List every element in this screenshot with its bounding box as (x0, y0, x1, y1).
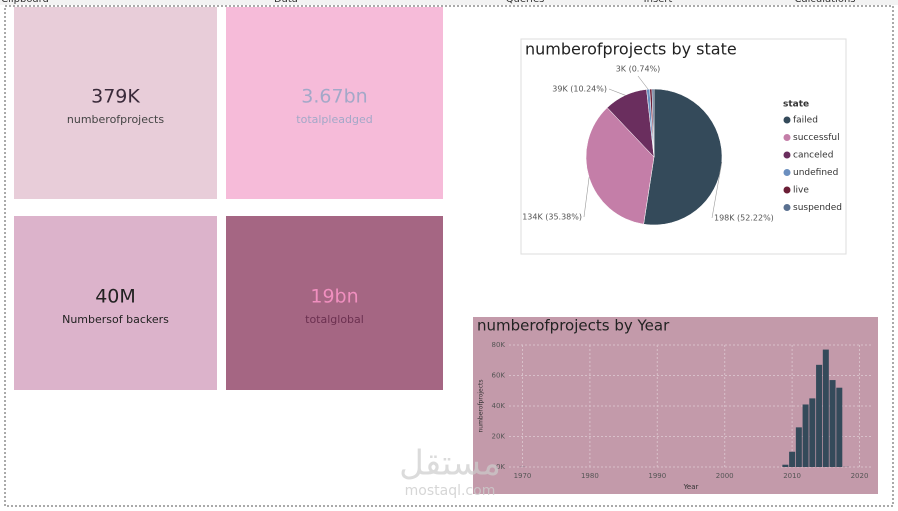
bar (795, 427, 802, 467)
legend-label: suspended (793, 203, 842, 213)
legend-label: live (793, 186, 809, 196)
pie-slice (651, 88, 655, 158)
kpi-card (14, 7, 217, 199)
legend-marker (783, 186, 791, 194)
legend-marker (783, 116, 791, 124)
y-tick-label: 60K (492, 372, 506, 380)
x-tick-label: 2000 (716, 472, 734, 480)
data-label: 3K (0.74%) (616, 65, 661, 74)
kpi-label: numberofprojects (67, 113, 164, 126)
legend-marker (783, 151, 791, 159)
kpi-value: 40M (95, 286, 136, 308)
bar (829, 380, 836, 467)
x-axis-label: Year (683, 483, 699, 491)
legend-label: failed (793, 116, 818, 126)
leader-line (608, 88, 626, 96)
x-tick-label: 1990 (648, 472, 666, 480)
leader-line (583, 177, 590, 218)
leader-line (637, 75, 649, 90)
y-tick-label: 20K (492, 433, 506, 441)
y-axis-label: numberofprojects (478, 379, 485, 432)
legend-label: canceled (793, 151, 833, 161)
kpi-value: 3.67bn (301, 86, 367, 108)
kpi-value: 379K (91, 86, 140, 108)
chart-title: numberofprojects by state (525, 40, 737, 59)
ribbon-tab: Data (274, 0, 298, 5)
bar (789, 451, 796, 467)
kpi-card (14, 216, 217, 390)
x-tick-label: 2010 (783, 472, 801, 480)
legend-marker (783, 169, 791, 176)
legend-title: state (783, 100, 809, 110)
chart-title: numberofprojects by Year (477, 317, 670, 335)
bar (809, 398, 816, 467)
legend-label: undefined (793, 168, 838, 178)
bar (822, 349, 829, 467)
ribbon-tab: Insert (644, 0, 673, 5)
kpi-label: totalglobal (305, 313, 364, 326)
y-tick-label: 0K (496, 463, 505, 471)
kpi-card (226, 7, 443, 199)
bar (782, 464, 789, 467)
y-tick-label: 40K (492, 402, 506, 410)
ribbon (0, 0, 898, 5)
data-label: 39K (10.24%) (552, 85, 607, 94)
data-label: 134K (35.38%) (522, 213, 582, 222)
kpi-card (226, 216, 443, 390)
bar (816, 364, 823, 467)
x-tick-label: 1970 (514, 472, 532, 480)
watermark: مستقل (399, 444, 501, 484)
y-tick-label: 80K (492, 341, 506, 349)
bar (836, 387, 843, 467)
kpi-label: Numbersof backers (62, 313, 169, 326)
legend-label: successful (793, 133, 840, 143)
leader-line (711, 162, 723, 219)
x-tick-label: 1980 (581, 472, 599, 480)
legend-marker (783, 134, 791, 141)
ribbon-tab: Clipboard (1, 0, 49, 5)
bar (802, 404, 809, 467)
kpi-label: totalpleadged (296, 113, 372, 126)
watermark: mostaql.com (405, 483, 496, 499)
legend-marker (783, 204, 791, 211)
pie-slice (585, 107, 655, 225)
ribbon-tab: Calculations (795, 0, 856, 5)
ribbon-tab: Queries (506, 0, 545, 5)
kpi-value: 19bn (310, 286, 358, 308)
data-label: 198K (52.22%) (714, 214, 774, 223)
page-border (4, 5, 894, 507)
x-tick-label: 2020 (851, 472, 869, 480)
